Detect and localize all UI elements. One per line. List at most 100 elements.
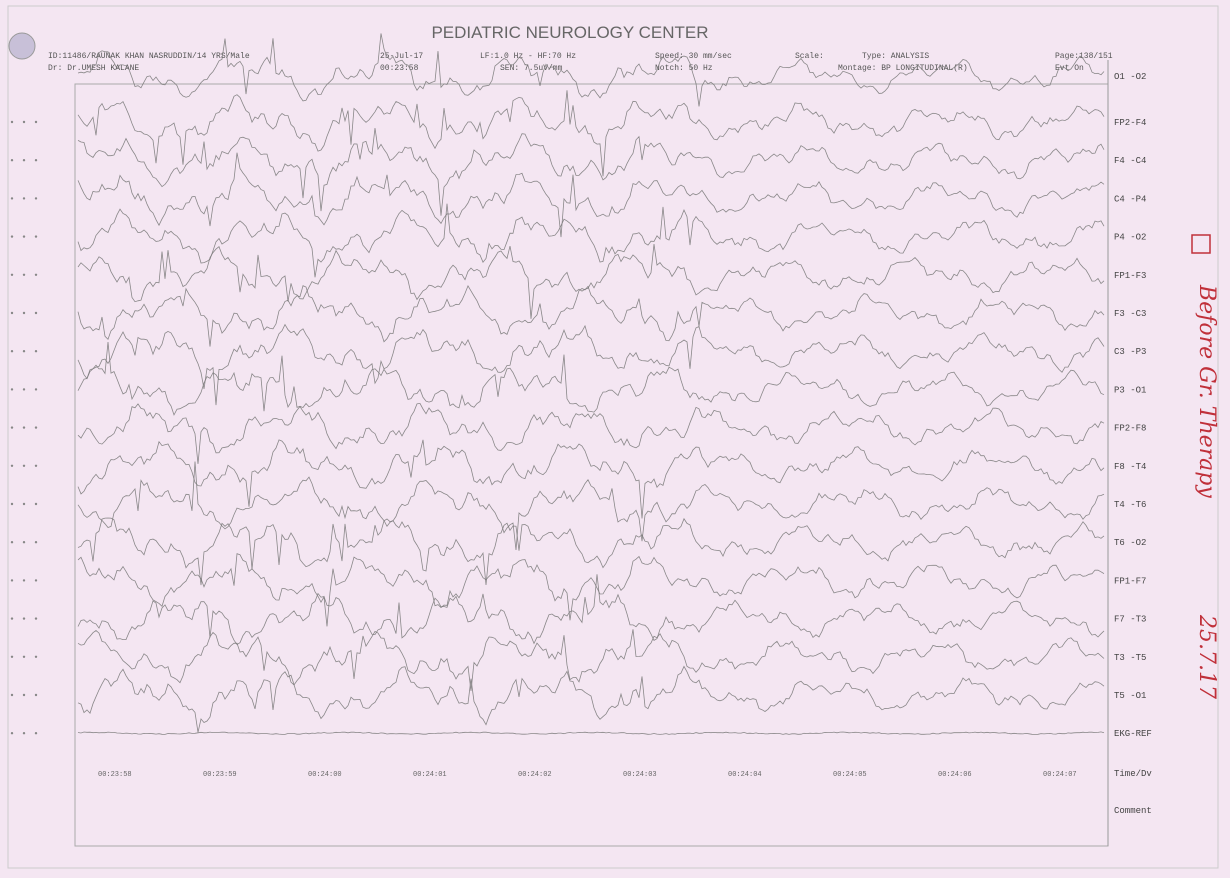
left-dot	[22, 197, 26, 200]
eeg-trace	[77, 629, 1105, 691]
left-dot	[34, 388, 38, 391]
eeg-trace	[77, 285, 1105, 347]
left-dot	[34, 120, 38, 124]
time-mark: 00:24:03	[623, 771, 657, 779]
left-dot	[34, 197, 38, 200]
left-dot	[10, 273, 14, 276]
channel-label: FP1-F3	[1114, 271, 1146, 281]
channel-label: FP2-F4	[1114, 118, 1146, 128]
filter: LF:1.0 Hz - HF:70 Hz	[480, 52, 576, 61]
time-mark: 00:23:58	[98, 771, 132, 779]
left-dot	[34, 159, 38, 162]
left-dot	[22, 120, 26, 124]
left-dot	[22, 388, 26, 391]
left-dot	[10, 693, 14, 697]
left-dot	[34, 541, 38, 544]
sheet-border	[7, 5, 1219, 869]
channel-label: C4 -P4	[1114, 194, 1146, 204]
channel-label: F3 -C3	[1114, 309, 1146, 319]
channel-label: FP1-F7	[1114, 576, 1146, 586]
channel-label: F8 -T4	[1114, 462, 1146, 472]
left-dot	[10, 579, 14, 582]
eeg-trace	[77, 152, 1105, 238]
left-dot	[22, 541, 26, 544]
eeg-trace	[77, 574, 1105, 646]
eeg-trace	[77, 90, 1105, 177]
time-mark: 00:24:01	[413, 771, 447, 779]
channel-label: T4 -T6	[1114, 500, 1146, 510]
left-dot	[10, 159, 14, 162]
left-dot	[22, 655, 26, 658]
channel-label: F7 -T3	[1114, 615, 1146, 625]
time-mark: 00:23:59	[203, 771, 237, 779]
left-dot	[34, 235, 38, 238]
left-dot	[22, 732, 26, 735]
hand-box	[1191, 234, 1211, 254]
type: Type: ANALYSIS	[862, 52, 929, 61]
notch: Notch: 50 Hz	[655, 64, 713, 73]
left-dot	[22, 464, 26, 467]
waveforms	[77, 33, 1105, 735]
left-dot	[34, 273, 38, 276]
speed: Speed: 30 mm/sec	[655, 52, 732, 61]
left-dot	[22, 617, 26, 620]
channel-label: C3 -P3	[1114, 347, 1146, 357]
left-dot	[22, 579, 26, 582]
eeg-trace	[77, 323, 1105, 406]
left-dot	[10, 541, 14, 544]
time-mark: 00:24:02	[518, 771, 552, 779]
channel-label: P4 -O2	[1114, 233, 1146, 243]
left-dot	[34, 655, 38, 658]
event: Evt On	[1055, 64, 1084, 73]
row-label: Comment	[1114, 806, 1152, 816]
left-dot	[10, 464, 14, 467]
row-label: Time/Dv	[1114, 769, 1152, 779]
left-dot	[34, 579, 38, 582]
left-dot	[22, 502, 26, 506]
time-mark: 00:24:05	[833, 771, 867, 779]
channel-label: F4 -C4	[1114, 156, 1146, 166]
eeg-trace	[77, 127, 1105, 216]
doctor: Dr: Dr.UMESH KALANE	[48, 64, 139, 73]
eeg-trace	[77, 517, 1105, 586]
time-mark: 00:24:07	[1043, 771, 1077, 779]
title: PEDIATRIC NEUROLOGY CENTER	[431, 23, 708, 42]
left-dot	[34, 464, 38, 467]
left-dot	[10, 617, 14, 620]
eeg-trace	[77, 439, 1105, 519]
left-dot	[10, 655, 14, 658]
left-dot	[22, 311, 26, 315]
sensitivity: SEN: 7.5uV/mm	[500, 64, 563, 73]
left-dot	[22, 235, 26, 238]
left-dot	[34, 693, 38, 697]
eeg-trace	[77, 342, 1105, 416]
channel-label: O1 -O2	[1114, 72, 1146, 82]
eeg-trace	[77, 553, 1105, 627]
left-dot	[34, 426, 38, 429]
eeg-trace	[77, 33, 1105, 107]
left-dot	[10, 311, 14, 315]
channel-label: T5 -O1	[1114, 691, 1146, 701]
time: 00:23:58	[380, 64, 419, 73]
left-dot	[22, 159, 26, 162]
eeg-trace	[77, 402, 1105, 464]
patient: ID:11486/RAUNAK KHAN NASRUDDIN/14 YRS/Ma…	[48, 52, 250, 61]
left-dot	[10, 732, 14, 735]
left-dot	[10, 388, 14, 391]
left-dot	[10, 197, 14, 200]
page-number: Page:138/151	[1055, 52, 1113, 61]
eeg-trace	[77, 731, 1105, 735]
time-mark: 00:24:00	[308, 771, 342, 779]
left-dot	[10, 235, 14, 238]
eeg-trace	[77, 203, 1105, 278]
channel-label: EKG-REF	[1114, 729, 1152, 739]
channel-label: T3 -T5	[1114, 653, 1146, 663]
eeg-trace	[77, 461, 1105, 551]
left-dot	[34, 502, 38, 506]
eeg-trace	[77, 665, 1105, 733]
left-dot	[10, 426, 14, 429]
left-dot	[22, 693, 26, 697]
left-dot	[22, 350, 26, 353]
